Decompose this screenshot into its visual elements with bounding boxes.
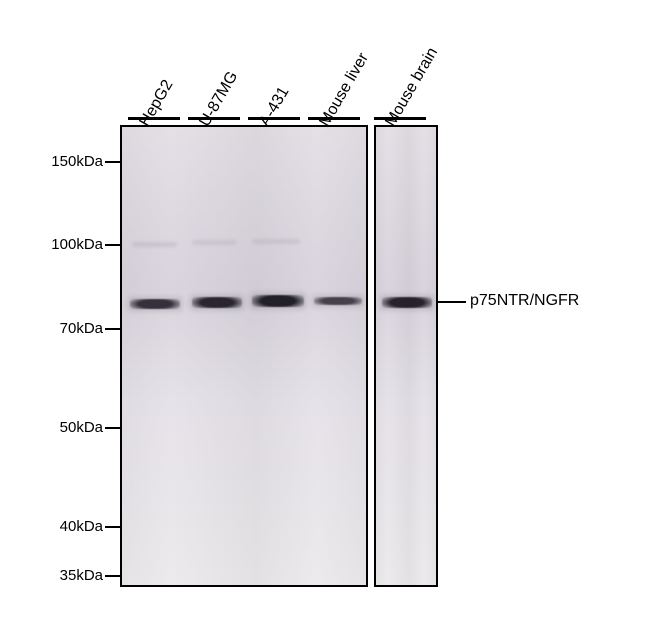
protein-band: [252, 295, 304, 307]
mw-marker-label: 150kDa: [0, 153, 103, 170]
lane-label: A-431: [256, 84, 293, 130]
lane-underline: [128, 117, 180, 120]
mw-marker-tick: [105, 526, 120, 528]
protein-label: p75NTR/NGFR: [470, 292, 579, 310]
mw-marker-tick: [105, 427, 120, 429]
mw-marker-tick: [105, 161, 120, 163]
lane-underline: [374, 117, 426, 120]
mw-marker-tick: [105, 328, 120, 330]
protein-band: [382, 297, 432, 308]
protein-band: [130, 299, 180, 309]
membrane-panel: [374, 125, 438, 587]
lane-label: HepG2: [136, 77, 177, 130]
membrane-noise: [376, 127, 436, 585]
protein-label-tick: [438, 301, 466, 303]
mw-marker-tick: [105, 244, 120, 246]
mw-marker-label: 50kDa: [0, 419, 103, 436]
membrane-panel: [120, 125, 368, 587]
faint-band: [132, 242, 177, 247]
mw-marker-label: 35kDa: [0, 567, 103, 584]
membrane-noise: [122, 127, 366, 585]
lane-underline: [188, 117, 240, 120]
protein-band: [314, 297, 362, 305]
lane-underline: [248, 117, 300, 120]
mw-marker-tick: [105, 575, 120, 577]
faint-band: [252, 239, 300, 244]
faint-band: [192, 240, 237, 245]
mw-marker-label: 40kDa: [0, 518, 103, 535]
lane-underline: [308, 117, 360, 120]
mw-marker-label: 100kDa: [0, 236, 103, 253]
mw-marker-label: 70kDa: [0, 320, 103, 337]
figure-root: 150kDa 100kDa 70kDa 50kDa 40kDa 35kDa HepG2 U-8…: [0, 0, 650, 632]
protein-band: [192, 297, 242, 308]
lane-label: U-87MG: [196, 69, 242, 130]
